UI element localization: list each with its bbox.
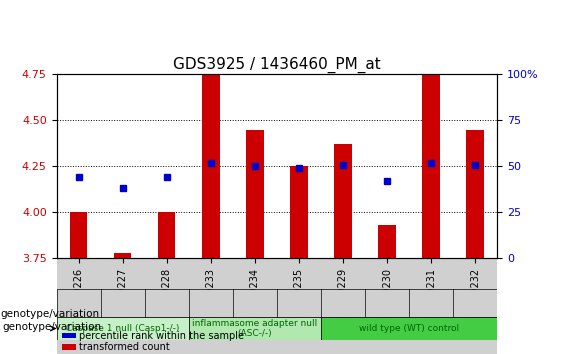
Bar (202, 74, 220, 258)
Title: GDS3925 / 1436460_PM_at: GDS3925 / 1436460_PM_at (173, 57, 381, 73)
Text: Caspase 1 null (Casp1-/-): Caspase 1 null (Casp1-/-) (66, 324, 179, 333)
FancyBboxPatch shape (56, 317, 189, 340)
Text: genotype/variation: genotype/variation (3, 322, 102, 332)
Text: genotype/variation: genotype/variation (0, 309, 99, 319)
Bar (378, 225, 396, 258)
Bar (422, 74, 440, 258)
Text: inflammasome adapter null
(ASC-/-): inflammasome adapter null (ASC-/-) (192, 319, 318, 338)
Bar (69, 212, 88, 258)
Text: transformed count: transformed count (79, 342, 170, 352)
Bar (334, 144, 352, 258)
FancyBboxPatch shape (321, 317, 497, 340)
Text: percentile rank within the sample: percentile rank within the sample (79, 331, 244, 341)
Bar (158, 212, 176, 258)
Bar (466, 130, 484, 258)
Bar (246, 130, 264, 258)
Text: wild type (WT) control: wild type (WT) control (359, 324, 459, 333)
FancyBboxPatch shape (189, 317, 321, 340)
Bar (114, 253, 132, 258)
Bar (290, 166, 308, 258)
FancyBboxPatch shape (56, 289, 497, 317)
